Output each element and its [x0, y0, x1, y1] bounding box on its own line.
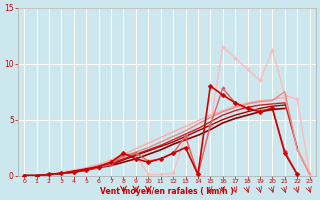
X-axis label: Vent moyen/en rafales ( km/h ): Vent moyen/en rafales ( km/h ) [100, 187, 234, 196]
